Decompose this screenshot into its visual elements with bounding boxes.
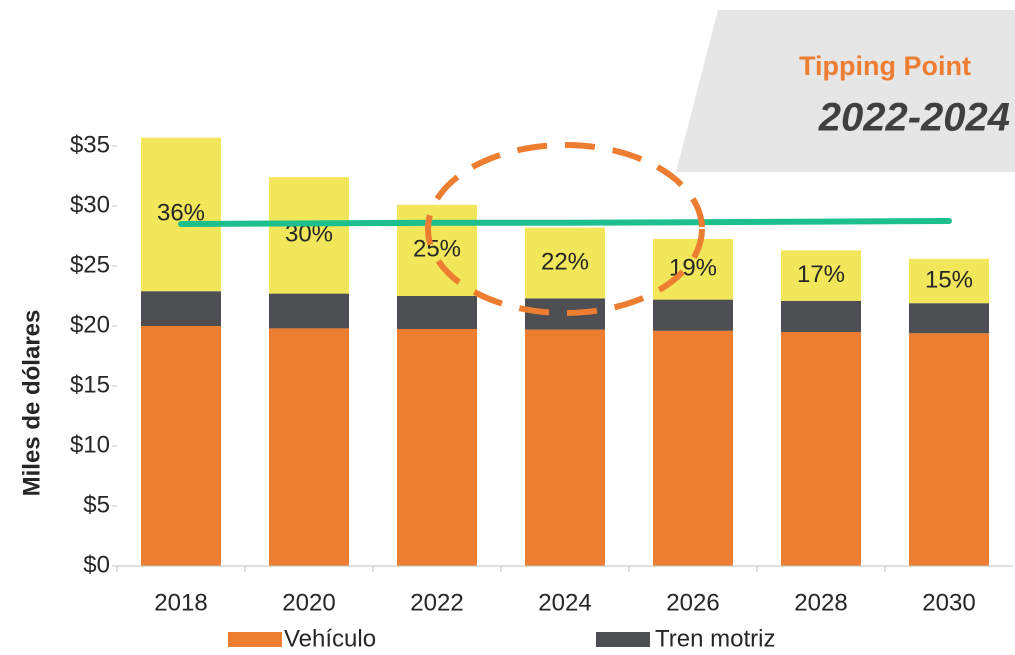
y-tick-label: $25 [70, 251, 110, 278]
y-tick-label: $35 [70, 131, 110, 158]
bar-segment [781, 300, 861, 332]
legend-swatch [228, 632, 282, 647]
bar-label: 25% [413, 236, 461, 263]
x-tick-label: 2028 [794, 589, 847, 616]
callout-subtitle: 2022-2024 [818, 96, 1010, 140]
bar-segment [269, 177, 349, 294]
bar-segment [653, 299, 733, 331]
bar-segment [525, 329, 605, 566]
bar-segment [269, 328, 349, 566]
bar-segment [141, 291, 221, 326]
y-tick-label: $30 [70, 191, 110, 218]
callout-title: Tipping Point [799, 51, 971, 81]
x-tick-label: 2024 [538, 589, 591, 616]
plot: $0$5$10$15$20$25$30$3536%201830%202025%2… [70, 131, 1013, 652]
x-tick-label: 2026 [666, 589, 719, 616]
callout-box [676, 10, 1015, 172]
bar-segment [909, 303, 989, 334]
bar-segment [397, 329, 477, 566]
bar-segment [653, 330, 733, 566]
bar-segment [141, 137, 221, 292]
y-tick-label: $5 [83, 491, 110, 518]
bar-segment [269, 293, 349, 329]
x-tick-label: 2018 [154, 589, 207, 616]
bar-segment [653, 239, 733, 300]
x-tick-label: 2020 [282, 589, 335, 616]
y-tick-label: $15 [70, 371, 110, 398]
reference-line [178, 218, 952, 227]
bar-segment [397, 296, 477, 329]
bar-label: 17% [797, 261, 845, 288]
bar-segment [909, 258, 989, 304]
y-tick-label: $0 [83, 551, 110, 578]
legend-label: Vehículo [284, 625, 376, 652]
y-axis-label: Miles de dólares [18, 310, 45, 497]
bar-segment [781, 250, 861, 301]
y-tick-label: $10 [70, 431, 110, 458]
bar-label: 15% [925, 266, 973, 293]
bar-segment [525, 227, 605, 299]
bar-segment [909, 333, 989, 566]
x-tick-label: 2022 [410, 589, 463, 616]
y-tick-label: $20 [70, 311, 110, 338]
bar-segment [141, 326, 221, 566]
x-tick-label: 2030 [922, 589, 975, 616]
legend-label: Tren motriz [655, 625, 775, 652]
bar-label: 22% [541, 248, 589, 275]
highlight-ellipse [425, 142, 705, 316]
bar-segment [781, 332, 861, 566]
legend-swatch [596, 632, 650, 647]
